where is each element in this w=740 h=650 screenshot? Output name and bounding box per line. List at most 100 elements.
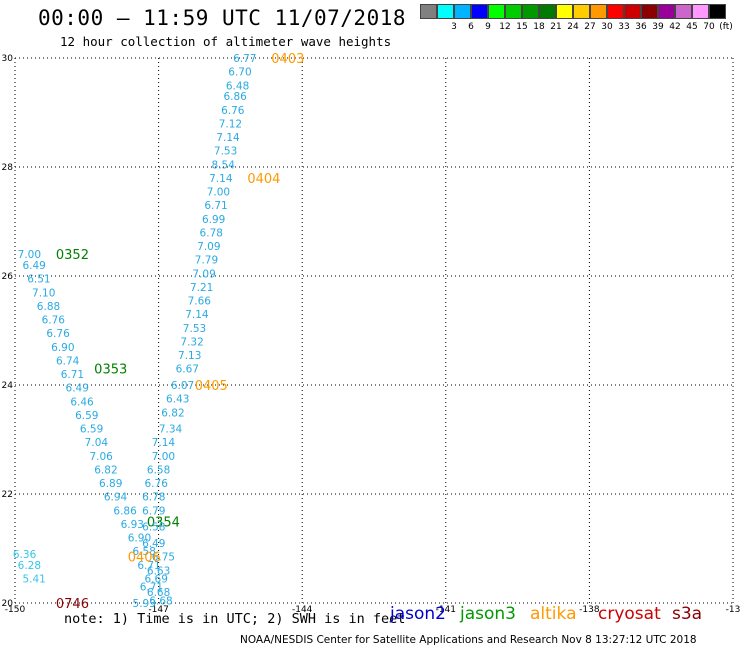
y-tick-label: 24 bbox=[2, 381, 14, 391]
descending-track-value: 7.00 bbox=[18, 249, 41, 261]
y-tick-label: 30 bbox=[2, 54, 14, 64]
sat-altika: altika bbox=[530, 604, 577, 624]
ascending-track-value: 8.54 bbox=[212, 159, 236, 171]
descending-track-value: 6.46 bbox=[70, 396, 94, 408]
ascending-track-value: 7.34 bbox=[159, 424, 183, 436]
ascending-track-value: 6.78 bbox=[200, 227, 223, 239]
legend-label: 36 bbox=[635, 22, 647, 32]
ascending-track-value: 7.09 bbox=[197, 241, 220, 253]
ascending-track-value: 7.32 bbox=[180, 336, 203, 348]
ascending-track-time-label: 0405 bbox=[195, 379, 228, 394]
legend-label: 27 bbox=[584, 22, 596, 32]
sat-jason3: jason3 bbox=[460, 604, 516, 624]
descending-track-value: 6.88 bbox=[37, 301, 60, 313]
legend-swatch bbox=[437, 4, 454, 19]
ascending-track-value: 6.58 bbox=[142, 522, 165, 534]
ascending-track-value: 6.71 bbox=[204, 200, 227, 212]
legend-label: 3 bbox=[451, 22, 457, 32]
descending-track-value: 7.06 bbox=[89, 451, 113, 463]
legend-label: 33 bbox=[618, 22, 630, 32]
ascending-track-value: 6.70 bbox=[228, 67, 251, 79]
legend-swatch bbox=[539, 4, 556, 19]
legend-swatch bbox=[624, 4, 641, 19]
sat-s3a: s3a bbox=[672, 604, 703, 624]
ascending-track-time-label: 0406 bbox=[128, 551, 161, 566]
legend-swatch bbox=[488, 4, 505, 19]
ascending-track-value: 7.14 bbox=[216, 132, 240, 144]
legend-swatch bbox=[454, 4, 471, 19]
legend-swatch bbox=[420, 4, 437, 19]
y-tick-label: 20 bbox=[2, 599, 14, 609]
descending-track-value: 6.89 bbox=[99, 478, 122, 490]
descending-track-value: 6.49 bbox=[66, 383, 89, 395]
x-tick-label: -13 bbox=[726, 605, 740, 615]
descending-track-value: 6.69 bbox=[145, 573, 168, 585]
legend-swatch bbox=[607, 4, 624, 19]
ascending-track-value: 7.12 bbox=[219, 118, 242, 130]
legend-label: 30 bbox=[601, 22, 613, 32]
legend-label: 6 bbox=[468, 22, 474, 32]
descending-track-value: 6.93 bbox=[121, 519, 144, 531]
footnote: note: 1) Time is in UTC; 2) SWH is in fe… bbox=[64, 611, 406, 627]
legend-swatch bbox=[709, 4, 726, 19]
descending-track-value: 6.90 bbox=[51, 342, 74, 354]
legend-swatch bbox=[658, 4, 675, 19]
ascending-track-value: 5.93 bbox=[133, 598, 156, 610]
corner-value: 6.28 bbox=[18, 560, 41, 572]
ascending-track-value: 7.13 bbox=[178, 350, 201, 362]
y-tick-label: 28 bbox=[2, 163, 14, 173]
ascending-track-value: 7.00 bbox=[152, 451, 175, 463]
ascending-track-value: 7.53 bbox=[214, 146, 237, 158]
descending-track-value: 6.74 bbox=[56, 355, 80, 367]
descending-track-value: 6.76 bbox=[42, 315, 66, 327]
ascending-track-value: 7.14 bbox=[185, 309, 209, 321]
ascending-track-value: 7.14 bbox=[209, 173, 233, 185]
sat-jason2: jason2 bbox=[390, 604, 446, 624]
ascending-track-time-label: 0404 bbox=[247, 172, 280, 187]
legend-swatch bbox=[522, 4, 539, 19]
chart-subtitle: 12 hour collection of altimeter wave hei… bbox=[60, 34, 392, 49]
legend-label: 70 bbox=[703, 22, 715, 32]
descending-track-value: 7.04 bbox=[85, 437, 109, 449]
ascending-track-value: 6.48 bbox=[226, 80, 249, 92]
legend-swatch bbox=[573, 4, 590, 19]
ascending-track-value: 6.99 bbox=[202, 214, 225, 226]
legend-swatch bbox=[505, 4, 522, 19]
descending-track-value: 7.10 bbox=[32, 287, 55, 299]
ascending-track-value: 7.79 bbox=[195, 255, 218, 267]
x-tick-label: -144 bbox=[292, 605, 313, 615]
ascending-track-value: 6.75 bbox=[152, 552, 175, 564]
extra-time-label: 0746 bbox=[56, 597, 89, 612]
descending-track-value: 6.68 bbox=[147, 587, 170, 599]
ascending-track-value: 6.58 bbox=[147, 464, 170, 476]
corner-value: 6.36 bbox=[13, 549, 37, 561]
descending-track-time-label: 0353 bbox=[94, 363, 127, 378]
ascending-track-value: 6.79 bbox=[142, 505, 165, 517]
x-tick-label: -141 bbox=[436, 605, 456, 615]
descending-track-value: 6.86 bbox=[113, 505, 137, 517]
legend-label: 45 bbox=[686, 22, 698, 32]
descending-track-value: 6.71 bbox=[61, 369, 84, 381]
ascending-track-time-label: 0403 bbox=[271, 52, 304, 67]
legend-swatch bbox=[556, 4, 573, 19]
ascending-track-value: 7.21 bbox=[190, 282, 213, 294]
descending-track-value: 6.49 bbox=[22, 260, 45, 272]
ascending-track-value: 6.76 bbox=[145, 478, 169, 490]
descending-track-value: 6.59 bbox=[75, 410, 98, 422]
ascending-track-value: 7.53 bbox=[183, 323, 206, 335]
descending-track-time-label: 0352 bbox=[56, 248, 89, 263]
descending-track-value: 6.58 bbox=[133, 546, 156, 558]
sat-cryosat: cryosat bbox=[598, 604, 661, 624]
y-tick-label: 26 bbox=[2, 272, 14, 282]
descending-track-value: 6.94 bbox=[104, 492, 128, 504]
legend-label: (ft) bbox=[719, 22, 733, 32]
legend-label: 21 bbox=[550, 22, 562, 32]
ascending-track-value: 6.86 bbox=[223, 91, 247, 103]
corner-value: 5.41 bbox=[22, 573, 45, 585]
legend-swatch bbox=[692, 4, 709, 19]
ascending-track-value: 6.71 bbox=[140, 582, 163, 594]
chart-title: 00:00 — 11:59 UTC 11/07/2018 bbox=[38, 6, 407, 30]
ascending-track-value: 7.00 bbox=[207, 187, 230, 199]
legend-label: 15 bbox=[516, 22, 528, 32]
ascending-track-value: 6.43 bbox=[166, 394, 189, 406]
